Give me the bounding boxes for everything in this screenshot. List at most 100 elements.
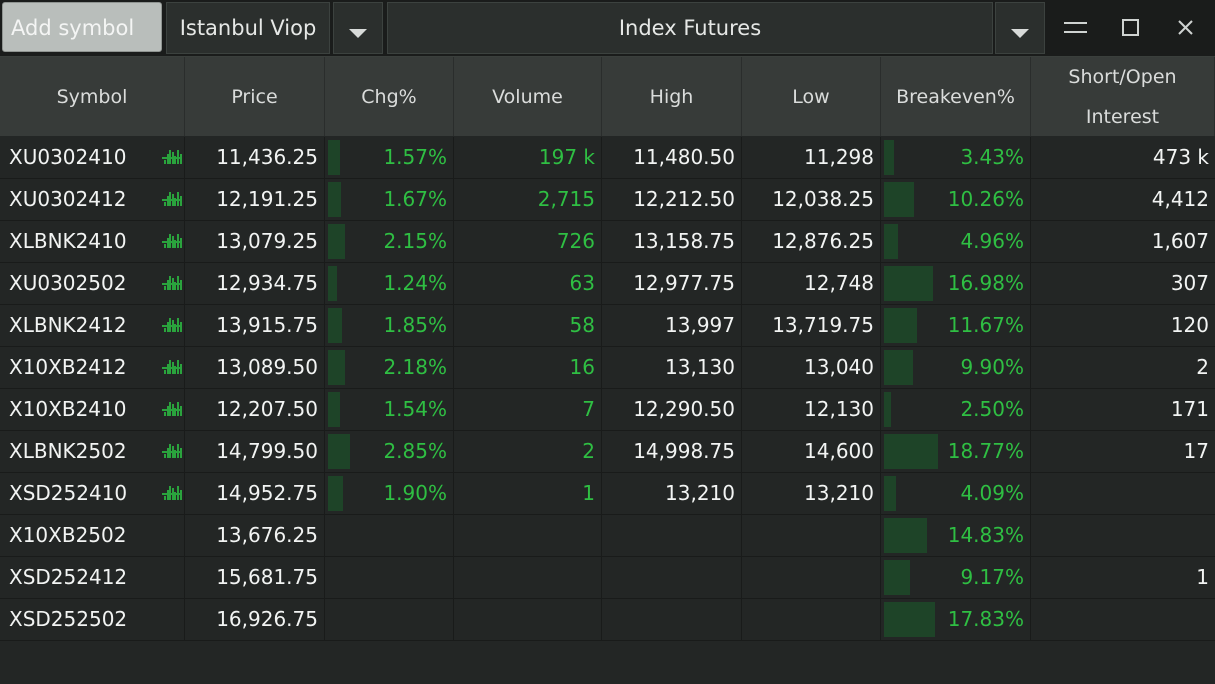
table-row[interactable]: XU0302410 11,436.25 1.57% 197 k 11,480.50 11,… <box>0 137 1215 179</box>
add-symbol-input[interactable]: Add symbol <box>2 2 162 52</box>
cell-breakeven: 9.17% <box>881 557 1031 598</box>
symbol-value: XLBNK2410 <box>9 229 127 253</box>
sparkline-icon[interactable] <box>162 359 182 377</box>
cell-chg <box>325 515 454 556</box>
breakeven-bar <box>884 350 913 385</box>
cell-symbol: X10XB2502 <box>0 515 185 556</box>
column-header-volume[interactable]: Volume <box>454 57 602 136</box>
breakeven-bar <box>884 602 936 637</box>
chg-bar <box>328 308 343 343</box>
chg-value: 2.85% <box>383 439 447 463</box>
sparkline-icon[interactable] <box>162 401 182 419</box>
cell-price: 11,436.25 <box>185 137 325 178</box>
cell-breakeven: 9.90% <box>881 347 1031 388</box>
cell-price: 15,681.75 <box>185 557 325 598</box>
column-header-chg[interactable]: Chg% <box>325 57 454 136</box>
list-dropdown-button[interactable] <box>995 2 1045 54</box>
cell-volume: 726 <box>454 221 602 262</box>
symbol-value: XU0302502 <box>9 271 127 295</box>
cell-oi <box>1031 599 1215 640</box>
cell-low: 13,210 <box>742 473 881 514</box>
cell-chg <box>325 599 454 640</box>
cell-chg: 2.15% <box>325 221 454 262</box>
cell-oi <box>1031 473 1215 514</box>
cell-breakeven: 16.98% <box>881 263 1031 304</box>
chg-bar <box>328 224 345 259</box>
table-row[interactable]: XU0302502 12,934.75 1.24% 63 12,977.75 12,748… <box>0 263 1215 305</box>
sparkline-icon[interactable] <box>162 149 182 167</box>
cell-symbol: X10XB2410 <box>0 389 185 430</box>
sparkline-icon[interactable] <box>162 191 182 209</box>
chg-bar <box>328 140 341 175</box>
oi-value: 2 <box>1196 355 1209 379</box>
low-value: 13,210 <box>804 481 874 505</box>
symbol-value: XSD252502 <box>9 607 128 631</box>
price-value: 13,676.25 <box>216 523 318 547</box>
minimize-icon <box>1064 22 1087 33</box>
table-row[interactable]: X10XB2502 13,676.25 14.83% <box>0 515 1215 557</box>
cell-oi: 307 <box>1031 263 1215 304</box>
high-value: 12,290.50 <box>633 397 735 421</box>
table-row[interactable]: XU0302412 12,191.25 1.67% 2,715 12,212.50 12,… <box>0 179 1215 221</box>
column-header-breakeven[interactable]: Breakeven% <box>881 57 1031 136</box>
sparkline-icon[interactable] <box>162 233 182 251</box>
volume-value: 16 <box>569 355 595 379</box>
table-row[interactable]: XSD252412 15,681.75 9.17% 1 <box>0 557 1215 599</box>
cell-high <box>602 515 742 556</box>
breakeven-bar <box>884 140 894 175</box>
cell-volume <box>454 599 602 640</box>
exchange-selector[interactable]: Istanbul Viop <box>166 2 330 54</box>
price-value: 12,191.25 <box>216 187 318 211</box>
table-row[interactable]: XSD252502 16,926.75 17.83% <box>0 599 1215 641</box>
sparkline-icon[interactable] <box>162 443 182 461</box>
cell-volume: 58 <box>454 305 602 346</box>
breakeven-value: 18.77% <box>947 439 1024 463</box>
chg-value: 1.54% <box>383 397 447 421</box>
table-row[interactable]: XSD252410 14,952.75 1.90% 1 13,210 13,210 4.09… <box>0 473 1215 515</box>
low-value: 11,298 <box>804 145 874 169</box>
breakeven-value: 9.17% <box>960 565 1024 589</box>
high-value: 14,998.75 <box>633 439 735 463</box>
cell-price: 12,207.50 <box>185 389 325 430</box>
table-row[interactable]: XLBNK2412 13,915.75 1.85% 58 13,997 13,719.75… <box>0 305 1215 347</box>
column-header-high[interactable]: High <box>602 57 742 136</box>
cell-oi: 1,607 <box>1031 221 1215 262</box>
list-selector[interactable]: Index Futures <box>387 2 993 54</box>
cell-high <box>602 557 742 598</box>
high-value: 12,212.50 <box>633 187 735 211</box>
cell-breakeven: 17.83% <box>881 599 1031 640</box>
table-row[interactable]: X10XB2412 13,089.50 2.18% 16 13,130 13,040 9.9… <box>0 347 1215 389</box>
column-header-price[interactable]: Price <box>185 57 325 136</box>
exchange-dropdown-button[interactable] <box>333 2 383 54</box>
close-button[interactable] <box>1164 6 1208 50</box>
cell-low <box>742 557 881 598</box>
table-row[interactable]: XLBNK2502 14,799.50 2.85% 2 14,998.75 14,600 1… <box>0 431 1215 473</box>
column-header-oi[interactable]: Short/Open Interest <box>1031 57 1215 136</box>
cell-volume: 7 <box>454 389 602 430</box>
cell-chg: 2.18% <box>325 347 454 388</box>
minimize-button[interactable] <box>1054 6 1098 50</box>
sparkline-icon[interactable] <box>162 275 182 293</box>
cell-breakeven: 4.09% <box>881 473 1031 514</box>
cell-volume: 2,715 <box>454 179 602 220</box>
cell-low: 13,040 <box>742 347 881 388</box>
cell-high: 13,130 <box>602 347 742 388</box>
cell-volume: 197 k <box>454 137 602 178</box>
table-row[interactable]: X10XB2410 12,207.50 1.54% 7 12,290.50 12,130 2… <box>0 389 1215 431</box>
volume-value: 63 <box>569 271 595 295</box>
cell-high: 13,158.75 <box>602 221 742 262</box>
sparkline-icon[interactable] <box>162 317 182 335</box>
cell-volume: 2 <box>454 431 602 472</box>
maximize-button[interactable] <box>1109 6 1153 50</box>
column-header-low[interactable]: Low <box>742 57 881 136</box>
breakeven-value: 17.83% <box>947 607 1024 631</box>
table-row[interactable]: XLBNK2410 13,079.25 2.15% 726 13,158.75 12,87… <box>0 221 1215 263</box>
sparkline-icon[interactable] <box>162 485 182 503</box>
column-header-symbol[interactable]: Symbol <box>0 57 185 136</box>
chg-bar <box>328 476 343 511</box>
symbol-value: X10XB2502 <box>9 523 127 547</box>
cell-symbol: XU0302410 <box>0 137 185 178</box>
low-value: 12,876.25 <box>772 229 874 253</box>
table-header: Symbol Price Chg% Volume High Low Breakeven% Sh… <box>0 57 1215 136</box>
cell-oi: 473 k <box>1031 137 1215 178</box>
